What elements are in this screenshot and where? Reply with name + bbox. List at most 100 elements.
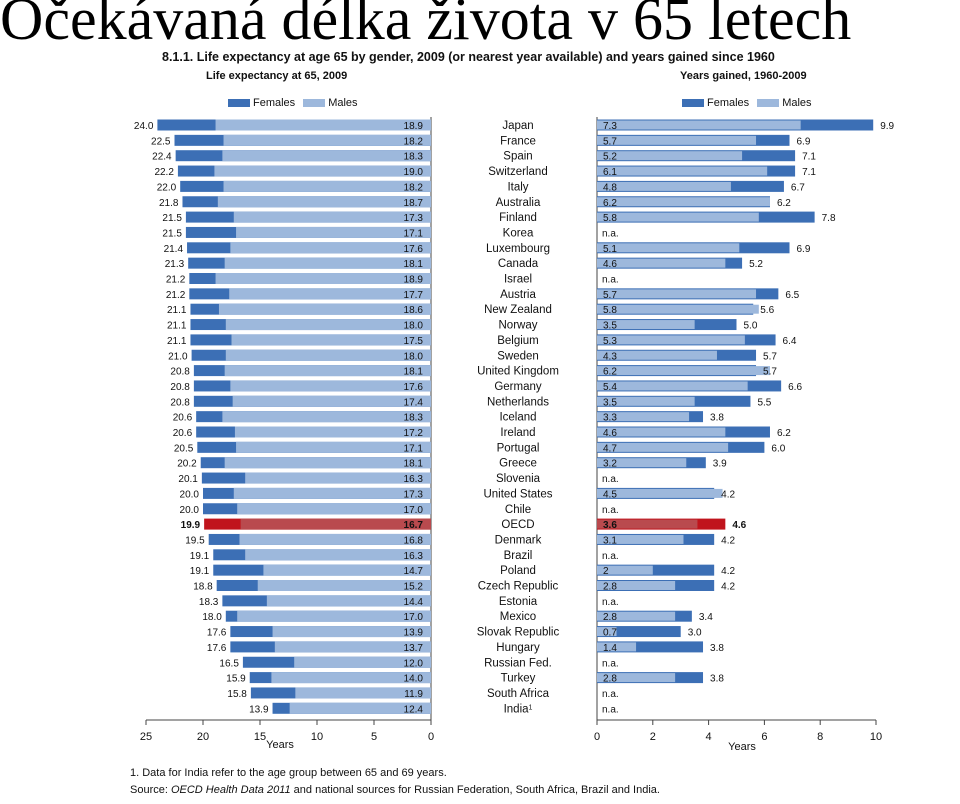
label-males-left: 17.0 — [404, 505, 424, 516]
label-males-right: 3.1 — [603, 535, 617, 546]
bar-males-greece — [224, 457, 431, 469]
bar-males-gain — [597, 458, 687, 468]
label-males-left: 11.9 — [404, 689, 423, 700]
category-label: South Africa — [487, 688, 550, 700]
label-females-left: 18.8 — [193, 582, 213, 593]
bar-males-sweden — [225, 349, 431, 361]
bar-females-gain — [597, 626, 681, 638]
bar-males-switzerland — [214, 165, 431, 177]
bar-males-gain — [597, 366, 770, 376]
bar-males-finland — [233, 211, 431, 223]
label-males-right: 4.7 — [603, 443, 617, 454]
label-females-right: 5.6 — [760, 305, 774, 316]
bar-females-gain — [597, 564, 715, 576]
bar-males-poland — [263, 564, 431, 576]
label-females-left: 20.8 — [170, 382, 190, 393]
category-label: Italy — [507, 181, 528, 193]
category-label: United Kingdom — [477, 366, 559, 378]
label-males-left: 17.3 — [404, 213, 424, 224]
label-males-left: 12.4 — [404, 704, 424, 715]
label-females-left: 13.9 — [249, 704, 269, 715]
bar-males-canada — [224, 257, 431, 269]
category-label: Poland — [500, 565, 536, 577]
left-x-axis-title: Years — [266, 739, 294, 751]
source-prefix: Source: — [130, 784, 171, 796]
category-label: India1 — [504, 703, 533, 715]
left-legend: Females Males — [228, 97, 358, 109]
bar-males-gain — [597, 627, 617, 637]
figure-title: 8.1.1. Life expectancy at age 65 by gend… — [162, 50, 775, 64]
na-label: n.a. — [602, 474, 619, 485]
label-males-right: 4.3 — [603, 351, 617, 362]
left-tick-label: 0 — [428, 731, 434, 743]
category-label: Hungary — [496, 642, 540, 654]
bar-males-france — [223, 134, 431, 146]
bar-males-gain — [597, 350, 717, 360]
bar-males-gain — [597, 320, 695, 330]
label-females-right: 6.0 — [771, 443, 785, 454]
category-label: Brazil — [504, 550, 533, 562]
bar-males-oecd — [240, 518, 431, 530]
category-label: Switzerland — [488, 166, 547, 178]
legend-swatch-females — [228, 99, 250, 107]
bar-males-slovak-republic — [272, 626, 431, 638]
bar-males-gain — [597, 381, 748, 391]
bar-males-gain — [597, 304, 759, 314]
label-males-right: 4.6 — [603, 428, 617, 439]
label-females-left: 18.0 — [202, 612, 222, 623]
legend-swatch-males — [757, 99, 780, 107]
label-males-left: 18.9 — [404, 275, 424, 286]
label-females-left: 21.5 — [162, 213, 182, 224]
right-tick-label: 8 — [817, 731, 823, 743]
label-females-left: 17.6 — [207, 628, 227, 639]
bar-males-italy — [223, 180, 431, 192]
na-label: n.a. — [602, 704, 619, 715]
right-x-axis-title: Years — [728, 741, 756, 753]
label-males-left: 16.3 — [404, 474, 424, 485]
category-label: Estonia — [499, 596, 538, 608]
label-males-right: 3.2 — [603, 459, 617, 470]
label-males-right: 2.8 — [603, 612, 617, 623]
label-males-left: 17.1 — [404, 228, 424, 239]
label-females-right: 5.2 — [749, 259, 763, 270]
right-tick-label: 0 — [594, 731, 600, 743]
bar-males-israel — [215, 273, 431, 284]
label-females-left: 21.4 — [164, 244, 184, 255]
label-males-left: 15.2 — [404, 582, 424, 593]
label-males-right: 5.2 — [603, 152, 617, 163]
label-females-right: 3.4 — [699, 612, 713, 623]
label-males-left: 17.1 — [404, 443, 424, 454]
label-females-right: 6.2 — [777, 428, 791, 439]
bar-males-iceland — [222, 411, 431, 423]
bar-males-gain — [597, 151, 743, 161]
left-tick-label: 20 — [197, 731, 209, 743]
label-males-right: 3.5 — [603, 321, 617, 332]
bar-males-germany — [230, 380, 431, 392]
category-label: Germany — [494, 381, 542, 393]
label-males-left: 16.8 — [404, 535, 424, 546]
na-label: n.a. — [602, 689, 619, 700]
left-tick-label: 15 — [254, 731, 266, 743]
left-tick-label: 5 — [371, 731, 377, 743]
label-males-left: 18.0 — [404, 351, 424, 362]
label-females-right: 3.9 — [713, 459, 727, 470]
bar-males-gain — [597, 611, 676, 621]
bar-males-south-africa — [295, 687, 431, 699]
label-females-right: 3.8 — [710, 643, 724, 654]
label-males-right: 5.1 — [603, 244, 617, 255]
label-females-left: 19.5 — [185, 535, 205, 546]
label-males-left: 17.4 — [404, 397, 424, 408]
label-females-left: 21.5 — [162, 228, 182, 239]
right-legend: Females Males — [682, 97, 812, 109]
bar-males-netherlands — [232, 395, 431, 407]
bar-males-gain — [597, 412, 690, 422]
bar-males-gain — [597, 427, 726, 437]
category-label: Turkey — [501, 673, 536, 685]
label-females-right: 4.6 — [732, 520, 746, 531]
label-females-right: 4.2 — [721, 535, 735, 546]
label-males-right: 3.3 — [603, 413, 617, 424]
label-males-left: 18.3 — [404, 152, 424, 163]
label-males-left: 17.2 — [404, 428, 424, 439]
label-males-right: 3.6 — [603, 520, 617, 531]
